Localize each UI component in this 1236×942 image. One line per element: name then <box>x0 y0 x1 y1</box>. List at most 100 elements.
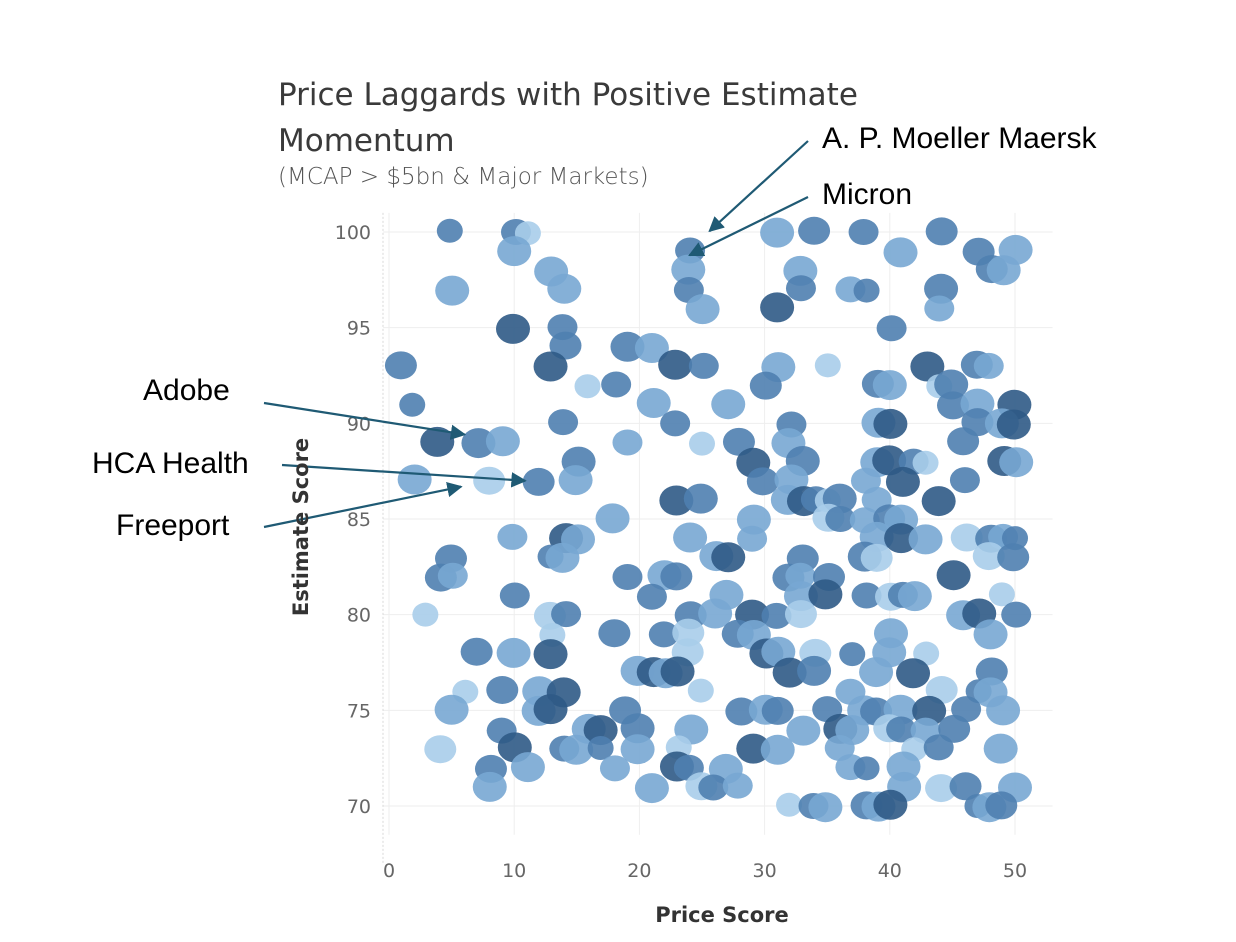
data-point <box>435 275 470 306</box>
data-point <box>510 752 545 783</box>
data-point <box>985 791 1018 820</box>
data-point <box>725 697 758 726</box>
data-point <box>934 369 969 400</box>
data-point <box>921 486 956 517</box>
data-point <box>925 217 958 246</box>
data-point <box>412 602 439 627</box>
y-tick-label: 75 <box>347 700 371 722</box>
data-point <box>598 619 631 648</box>
data-point <box>761 696 794 725</box>
data-point <box>936 560 971 591</box>
data-point <box>924 295 955 322</box>
data-point <box>722 772 753 799</box>
data-point <box>634 333 669 363</box>
data-point <box>975 657 1008 686</box>
data-point <box>972 542 1005 571</box>
data-point <box>658 349 693 380</box>
data-point <box>973 352 1004 379</box>
data-point <box>873 789 908 820</box>
data-point <box>522 467 555 496</box>
data-point <box>973 619 1008 650</box>
data-point <box>698 598 733 629</box>
annotation-freeport: Freeport <box>116 509 230 542</box>
data-point <box>599 755 630 782</box>
data-point <box>687 678 714 703</box>
data-point <box>620 713 655 744</box>
data-point <box>486 676 519 704</box>
data-point <box>910 351 945 382</box>
data-point <box>610 331 645 362</box>
data-point <box>786 715 821 746</box>
data-point <box>671 254 706 285</box>
chart-title: Price Laggards with Positive Estimate Mo… <box>278 77 858 159</box>
data-point <box>884 523 919 554</box>
data-point <box>872 370 907 401</box>
data-point <box>938 714 971 743</box>
data-point <box>997 543 1030 572</box>
data-point <box>634 773 669 804</box>
data-point <box>736 504 771 535</box>
data-point <box>924 273 959 304</box>
data-point <box>496 313 530 344</box>
data-point <box>533 639 568 670</box>
y-axis-label: Estimate Score <box>289 438 313 616</box>
y-tick-label: 70 <box>347 796 371 818</box>
x-tick-label: 50 <box>1003 860 1027 882</box>
data-point <box>499 582 530 609</box>
data-point <box>798 216 831 245</box>
data-point <box>636 583 667 610</box>
data-point <box>999 447 1034 478</box>
data-point <box>839 642 866 667</box>
x-tick-label: 10 <box>502 860 526 882</box>
data-point <box>420 426 455 457</box>
data-point <box>545 542 580 573</box>
data-point <box>659 485 694 516</box>
data-point <box>595 503 630 534</box>
x-tick-label: 30 <box>753 860 777 882</box>
annotation-arrow <box>281 463 527 488</box>
data-point <box>698 774 729 801</box>
data-point <box>986 695 1021 726</box>
data-point <box>620 734 655 765</box>
data-point <box>785 562 816 589</box>
data-point <box>886 716 917 743</box>
y-tick-label: 100 <box>335 222 371 244</box>
data-point <box>711 542 746 573</box>
data-point <box>808 792 843 823</box>
data-point <box>473 466 506 495</box>
annotation-adobe: Adobe <box>143 374 230 407</box>
data-point <box>883 237 918 268</box>
data-point <box>436 218 463 243</box>
data-point <box>460 637 493 666</box>
annotation-arrow <box>263 481 463 529</box>
data-point <box>722 427 755 456</box>
data-point <box>485 426 520 457</box>
data-point <box>896 658 931 689</box>
data-point <box>785 275 816 302</box>
data-point <box>885 466 920 497</box>
x-tick-label: 0 <box>383 860 395 882</box>
data-point <box>673 522 708 553</box>
data-point <box>660 410 691 437</box>
data-point <box>760 217 795 248</box>
data-point <box>612 429 643 456</box>
y-tick-label: 95 <box>347 318 371 340</box>
data-point <box>574 374 601 399</box>
data-point <box>660 656 695 687</box>
data-point <box>496 637 531 668</box>
data-point <box>947 427 980 456</box>
data-point <box>472 771 507 802</box>
data-point <box>549 331 582 360</box>
data-point <box>873 408 908 439</box>
data-point <box>808 579 843 610</box>
data-point <box>547 273 582 304</box>
data-point <box>897 581 932 612</box>
data-point <box>760 292 795 323</box>
data-point <box>749 371 782 400</box>
data-point <box>908 524 943 555</box>
data-point <box>772 657 807 688</box>
data-point <box>876 315 907 342</box>
x-axis-label: Price Score <box>655 903 789 927</box>
data-point <box>776 792 803 817</box>
data-point <box>950 523 983 552</box>
